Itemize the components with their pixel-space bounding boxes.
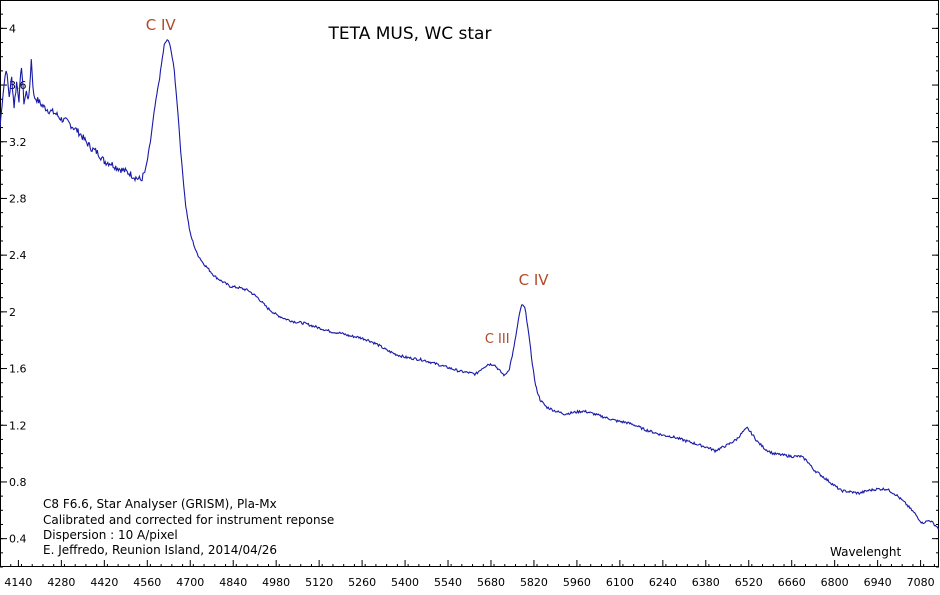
note-line-1: C8 F6.6, Star Analyser (GRISM), Pla-Mx xyxy=(43,497,277,511)
x-tick-label: 6940 xyxy=(864,576,892,589)
y-tick-label: 4 xyxy=(9,22,16,35)
annotations: C IV C IV C III xyxy=(146,16,550,347)
y-tick-label: 0.8 xyxy=(9,476,27,489)
x-axis-label: Wavelenght xyxy=(830,545,901,559)
x-tick-label: 5400 xyxy=(391,576,419,589)
y-tick-label: 2.4 xyxy=(9,249,27,262)
y-tick-label: 3.2 xyxy=(9,136,27,149)
x-tick-label: 4420 xyxy=(90,576,118,589)
note-line-4: E. Jeffredo, Reunion Island, 2014/04/26 xyxy=(43,543,277,557)
y-tick-label: 0.4 xyxy=(9,533,27,546)
x-tick-label: 5680 xyxy=(477,576,505,589)
x-tick-label: 4280 xyxy=(47,576,75,589)
x-tick-label: 6800 xyxy=(821,576,849,589)
note-line-3: Dispersion : 10 A/pixel xyxy=(43,528,178,542)
y-tick-label: 1.6 xyxy=(9,363,27,376)
x-tick-label: 5820 xyxy=(520,576,548,589)
x-tick-label: 4980 xyxy=(262,576,290,589)
note-line-2: Calibrated and corrected for instrument … xyxy=(43,513,334,527)
x-tick-label: 6100 xyxy=(606,576,634,589)
y-tick-label: 3.6 xyxy=(9,79,27,92)
x-tick-label: 5260 xyxy=(348,576,376,589)
annotation-label: C IV xyxy=(146,16,177,34)
tick-labels: 4140 4280 4420 4560 4700 4840 4980 5120 5260 5400… xyxy=(4,22,934,589)
x-tick-label: 5540 xyxy=(434,576,462,589)
x-tick-label: 5120 xyxy=(305,576,333,589)
x-tick-label: 4560 xyxy=(133,576,161,589)
x-tick-label: 4700 xyxy=(176,576,204,589)
x-tick-label: 4840 xyxy=(219,576,247,589)
x-tick-label: 6520 xyxy=(735,576,763,589)
x-tick-label: 5960 xyxy=(563,576,591,589)
annotation-label: C III xyxy=(485,332,510,347)
x-tick-label: 6660 xyxy=(778,576,806,589)
plot-frame xyxy=(0,0,939,567)
axis-ticks xyxy=(0,13,939,568)
y-tick-label: 1.2 xyxy=(9,419,27,432)
y-tick-label: 2.8 xyxy=(9,192,27,205)
x-tick-label: 6380 xyxy=(692,576,720,589)
x-tick-label: 7080 xyxy=(907,576,935,589)
y-tick-label: 2 xyxy=(9,306,16,319)
chart-title: TETA MUS, WC star xyxy=(328,24,492,44)
x-tick-label: 4140 xyxy=(4,576,32,589)
annotation-label: C IV xyxy=(519,271,550,289)
series-line xyxy=(0,38,939,530)
x-tick-label: 6240 xyxy=(649,576,677,589)
